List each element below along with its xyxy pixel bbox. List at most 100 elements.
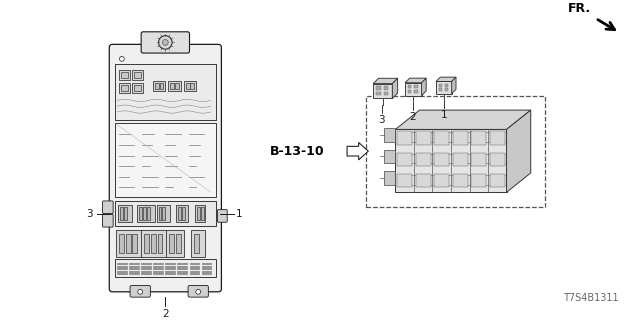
Bar [153,268,163,269]
FancyBboxPatch shape [141,32,189,53]
Bar [124,207,127,220]
Text: 1: 1 [440,110,447,120]
Bar [490,153,504,166]
Bar [144,234,149,253]
Text: 1: 1 [236,209,243,219]
Bar [115,64,216,120]
Bar [141,273,151,275]
Bar [201,207,204,220]
Bar [397,153,412,166]
Bar [472,131,486,145]
Bar [397,174,412,188]
Bar [115,123,216,197]
Polygon shape [436,77,456,82]
Bar [163,207,165,220]
Circle shape [196,289,200,294]
Bar [177,273,187,275]
FancyBboxPatch shape [102,201,113,213]
Bar [115,201,216,226]
Bar [151,234,156,253]
Bar [186,83,189,89]
Bar [195,234,199,253]
Bar [397,131,412,145]
Bar [165,271,175,272]
Bar [435,131,449,145]
Bar [141,263,151,264]
Text: T7S4B1311: T7S4B1311 [563,293,618,303]
Bar [153,266,163,267]
Bar [176,234,181,253]
Bar [416,131,431,145]
Circle shape [159,36,172,49]
Bar [197,207,200,220]
Bar [116,230,143,257]
FancyBboxPatch shape [188,285,209,297]
Polygon shape [373,78,397,84]
Bar [445,84,448,87]
Bar [132,70,143,80]
Polygon shape [405,78,426,83]
Bar [165,263,175,264]
Bar [119,234,124,253]
Bar [169,234,174,253]
Bar [141,271,151,272]
Bar [414,85,418,88]
Circle shape [163,40,168,45]
Bar [177,266,187,267]
FancyBboxPatch shape [102,214,113,227]
Bar [416,174,431,188]
Polygon shape [396,129,506,192]
Text: B-13-10: B-13-10 [270,145,325,158]
Text: 2: 2 [410,112,416,122]
FancyBboxPatch shape [218,210,227,222]
Polygon shape [452,77,456,94]
Bar [165,266,175,267]
Bar [384,128,396,142]
Bar [405,83,422,96]
Bar [129,273,139,275]
Bar [140,207,142,220]
Bar [202,268,211,269]
Circle shape [138,289,143,294]
Bar [490,174,504,188]
Bar [202,271,211,272]
FancyBboxPatch shape [109,44,221,292]
Bar [202,266,211,267]
Bar [373,84,392,99]
Bar [153,273,163,275]
Bar [121,85,127,91]
Bar [366,96,545,207]
Bar [153,271,163,272]
Circle shape [120,56,124,61]
Bar [141,230,168,257]
Bar [438,88,442,91]
Bar [384,86,388,90]
Bar [435,174,449,188]
Bar [189,271,199,272]
Bar [117,271,127,272]
Bar [168,81,181,91]
Bar [414,90,418,93]
Bar [408,85,412,88]
Bar [453,174,468,188]
Bar [416,153,431,166]
Bar [472,174,486,188]
Bar [157,234,163,253]
Bar [177,263,187,264]
Bar [376,86,381,90]
Polygon shape [506,110,531,192]
Bar [490,131,504,145]
Text: 3: 3 [86,209,93,219]
Bar [129,268,139,269]
Bar [117,266,127,267]
Bar [202,273,211,275]
Bar [189,266,199,267]
Polygon shape [392,78,397,99]
Bar [159,207,161,220]
Bar [118,205,131,222]
Bar [115,259,216,277]
Bar [138,205,155,222]
Bar [170,83,174,89]
Bar [189,268,199,269]
Bar [119,83,129,93]
